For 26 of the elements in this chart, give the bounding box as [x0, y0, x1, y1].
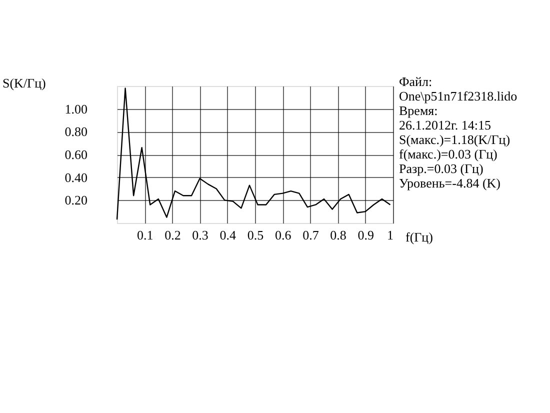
x-tick-label: 0.3	[192, 228, 208, 242]
text: 26.1.2012г. 14:15	[399, 118, 491, 132]
y-axis-title: S(K/Гц)	[2, 76, 46, 90]
y-tick-label: 0.60	[64, 147, 88, 162]
text: One\p51n71f2318.lido	[399, 88, 518, 104]
x-tick-label: 0.4	[220, 228, 237, 242]
text: Время:	[399, 103, 438, 118]
x-tick-label: 0.5	[247, 228, 264, 242]
x-tick-label: 0.1	[136, 228, 154, 242]
y-tick-label: 0.40	[64, 170, 88, 185]
x-tick-label: 1	[387, 228, 394, 242]
x-tick-label: 0.9	[358, 228, 374, 242]
x-tick-label: 0.2	[164, 228, 181, 242]
text: Разр.=0.03 (Гц)	[399, 161, 484, 176]
text: S(макс.)=1.18(K/Гц)	[399, 132, 510, 147]
text: Уровень=-4.84 (K)	[399, 176, 500, 190]
y-tick-label: 0.20	[64, 192, 88, 208]
x-axis-title: f(Гц)	[406, 230, 433, 244]
line-series	[116, 88, 391, 220]
x-tick-label: 0.7	[302, 228, 320, 242]
text: Файл:	[399, 74, 432, 89]
y-tick-label: 0.80	[64, 124, 88, 140]
y-tick-label: 1.00	[64, 101, 88, 116]
text: f(макс.)=0.03 (Гц)	[399, 146, 498, 162]
x-tick-label: 0.6	[274, 228, 292, 242]
x-tick-label: 0.8	[330, 228, 346, 242]
